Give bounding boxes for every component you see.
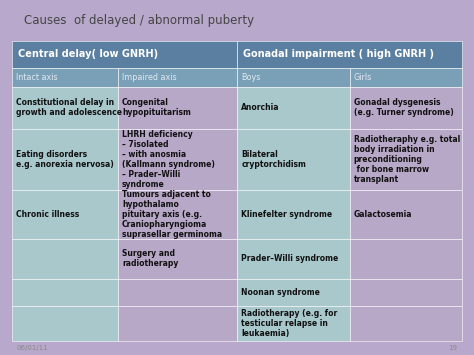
Bar xyxy=(12,41,237,67)
Text: Impaired axis: Impaired axis xyxy=(122,72,176,82)
Text: Noonan syndrome: Noonan syndrome xyxy=(241,288,320,297)
Text: Gonadal dysgenesis
(e.g. Turner syndrome): Gonadal dysgenesis (e.g. Turner syndrome… xyxy=(354,98,454,118)
Bar xyxy=(118,129,237,191)
Text: Intact axis: Intact axis xyxy=(16,72,58,82)
Text: Boys: Boys xyxy=(241,72,261,82)
Bar xyxy=(12,279,118,306)
Bar xyxy=(349,191,462,239)
Bar xyxy=(237,87,349,129)
Bar xyxy=(12,129,118,191)
Bar xyxy=(349,87,462,129)
Text: Klinefelter syndrome: Klinefelter syndrome xyxy=(241,210,332,219)
Bar xyxy=(118,306,237,341)
Bar xyxy=(12,239,118,279)
Text: Causes  of delayed / abnormal puberty: Causes of delayed / abnormal puberty xyxy=(24,14,254,27)
Bar xyxy=(349,129,462,191)
Bar xyxy=(349,239,462,279)
Text: 06/01/11: 06/01/11 xyxy=(17,345,48,351)
Text: Bilateral
cryptorchidism: Bilateral cryptorchidism xyxy=(241,150,306,169)
Text: Constitutional delay in
growth and adolescence: Constitutional delay in growth and adole… xyxy=(16,98,122,118)
Text: Prader–Willi syndrome: Prader–Willi syndrome xyxy=(241,254,338,263)
Bar xyxy=(237,67,349,87)
Bar xyxy=(349,279,462,306)
Bar xyxy=(237,306,349,341)
Text: Surgery and
radiotherapy: Surgery and radiotherapy xyxy=(122,249,178,268)
Text: Tumours adjacent to
hypothalamo
pituitary axis (e.g.
Craniopharyngioma
suprasell: Tumours adjacent to hypothalamo pituitar… xyxy=(122,190,222,239)
Text: Central delay( low GNRH): Central delay( low GNRH) xyxy=(18,49,158,59)
Bar xyxy=(237,41,462,67)
Text: Girls: Girls xyxy=(354,72,372,82)
Bar xyxy=(237,129,349,191)
Bar xyxy=(118,239,237,279)
Text: Radiotherapy (e.g. for
testicular relapse in
leukaemia): Radiotherapy (e.g. for testicular relaps… xyxy=(241,308,337,338)
Text: Galactosemia: Galactosemia xyxy=(354,210,412,219)
Text: Chronic illness: Chronic illness xyxy=(16,210,79,219)
Bar xyxy=(118,67,237,87)
Text: Eating disorders
e.g. anorexia nervosa): Eating disorders e.g. anorexia nervosa) xyxy=(16,150,114,169)
Text: Congenital
hypopituitarism: Congenital hypopituitarism xyxy=(122,98,191,118)
Bar xyxy=(12,191,118,239)
Text: Radiotheraphy e.g. total
body irradiation in
preconditioning
 for bone marrow
tr: Radiotheraphy e.g. total body irradiatio… xyxy=(354,135,460,184)
Bar xyxy=(12,67,118,87)
Bar xyxy=(237,279,349,306)
Bar xyxy=(237,239,349,279)
Bar xyxy=(118,191,237,239)
Bar xyxy=(349,306,462,341)
Text: Gonadal impairment ( high GNRH ): Gonadal impairment ( high GNRH ) xyxy=(243,49,434,59)
Text: Anorchia: Anorchia xyxy=(241,103,280,112)
Bar xyxy=(237,191,349,239)
Bar xyxy=(12,87,118,129)
Text: LHRH deficiency
– 7isolated
– with anosmia
(Kallmann syndrome)
– Prader–Willi
sy: LHRH deficiency – 7isolated – with anosm… xyxy=(122,130,215,190)
Bar xyxy=(349,67,462,87)
Bar xyxy=(12,306,118,341)
Text: 19: 19 xyxy=(448,345,457,351)
Bar xyxy=(118,87,237,129)
Bar xyxy=(118,279,237,306)
